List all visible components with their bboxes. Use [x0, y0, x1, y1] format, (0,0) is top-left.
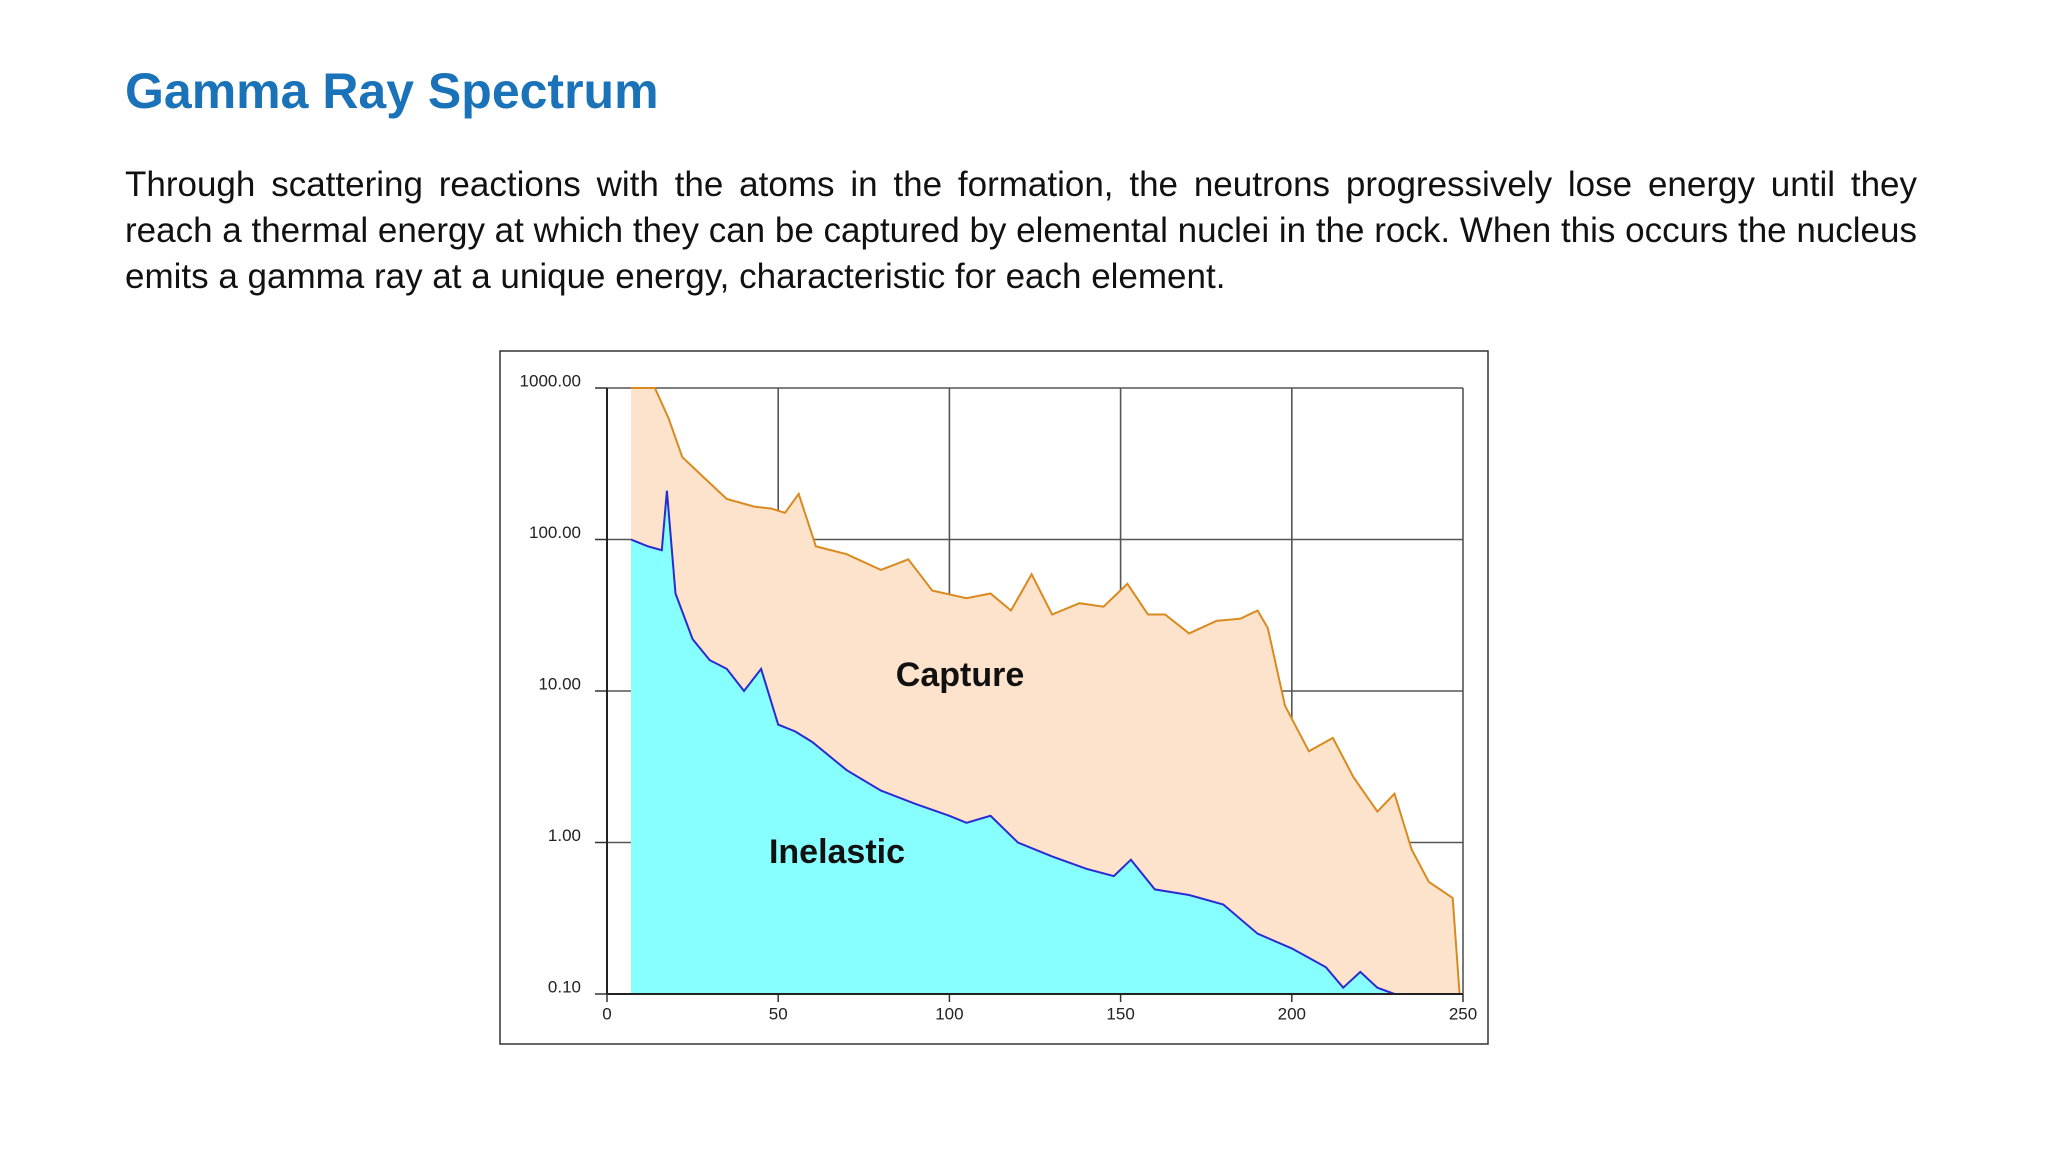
series-label: Inelastic	[769, 833, 905, 871]
area-outline	[631, 387, 1461, 995]
y-tick-label: 100.00	[529, 523, 581, 542]
x-tick-label: 250	[1449, 1004, 1477, 1023]
area	[631, 490, 1395, 994]
y-tick-label: 0.10	[548, 977, 581, 996]
x-tick-label: 50	[769, 1004, 788, 1023]
x-tick-label: 100	[935, 1004, 963, 1023]
y-tick-label: 1.00	[548, 826, 581, 845]
area-outline	[630, 490, 1395, 995]
slide-title: Gamma Ray Spectrum	[125, 63, 659, 119]
y-tick-label: 10.00	[538, 674, 581, 693]
x-tick-label: 150	[1106, 1004, 1134, 1023]
series-label: Capture	[896, 656, 1024, 694]
x-tick-label: 200	[1278, 1004, 1306, 1023]
body-text: Through scattering reactions with the at…	[125, 165, 1917, 296]
x-tick-label: 0	[602, 1004, 611, 1023]
y-tick-label: 1000.00	[520, 371, 581, 390]
